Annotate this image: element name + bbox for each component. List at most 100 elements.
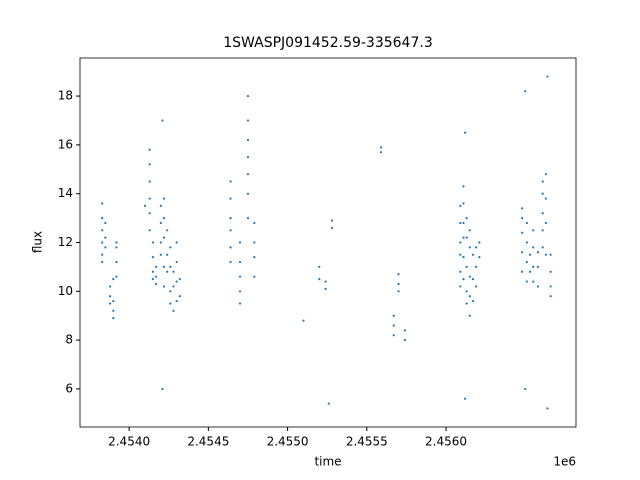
- data-point: [549, 253, 552, 256]
- data-point: [159, 253, 162, 256]
- data-point: [172, 285, 175, 288]
- data-point: [521, 216, 524, 220]
- y-tick-label: 18: [58, 89, 73, 103]
- data-point: [549, 270, 552, 273]
- y-tick-label: 16: [58, 137, 73, 151]
- x-tick-label: 2.4560: [425, 435, 467, 449]
- data-point: [459, 270, 462, 273]
- data-point: [101, 229, 104, 232]
- data-point: [166, 270, 169, 273]
- data-point: [162, 236, 166, 239]
- data-point: [463, 131, 467, 134]
- data-point: [318, 278, 321, 281]
- data-point: [324, 280, 327, 283]
- data-point: [521, 251, 524, 254]
- data-point: [330, 226, 334, 229]
- data-point: [459, 204, 462, 207]
- data-point: [154, 275, 158, 278]
- data-point: [532, 280, 535, 283]
- data-point: [175, 280, 178, 283]
- data-point: [544, 173, 547, 176]
- data-point: [478, 256, 481, 259]
- data-point: [246, 216, 250, 220]
- data-point: [172, 270, 175, 273]
- data-point: [238, 275, 242, 278]
- data-point: [229, 260, 232, 264]
- data-point: [253, 221, 256, 225]
- data-point: [143, 204, 147, 207]
- data-point: [528, 270, 532, 273]
- y-axis-label: flux: [31, 231, 45, 253]
- data-point: [528, 253, 532, 256]
- data-point: [403, 329, 406, 332]
- data-point: [151, 241, 154, 244]
- data-point: [253, 256, 256, 259]
- data-point: [148, 180, 151, 183]
- data-point: [246, 94, 250, 98]
- data-point: [148, 163, 151, 166]
- data-point: [536, 251, 540, 254]
- data-point: [112, 309, 115, 312]
- data-point: [154, 282, 158, 286]
- data-point: [246, 138, 250, 142]
- data-point: [465, 236, 468, 239]
- data-point: [525, 280, 528, 283]
- data-point: [462, 202, 465, 205]
- data-point: [468, 246, 471, 249]
- data-point: [468, 314, 471, 317]
- data-point: [162, 197, 166, 200]
- data-point: [462, 278, 465, 281]
- data-point: [465, 265, 468, 269]
- data-point: [521, 231, 524, 234]
- data-point: [541, 180, 544, 183]
- data-point: [109, 302, 112, 305]
- data-point: [229, 216, 232, 220]
- data-point: [541, 192, 544, 195]
- data-point: [392, 314, 395, 317]
- data-point: [148, 229, 151, 232]
- data-point: [524, 90, 527, 93]
- data-point: [151, 270, 154, 273]
- y-tick-label: 6: [65, 381, 73, 395]
- data-point: [159, 221, 162, 225]
- data-point: [109, 295, 112, 298]
- data-point: [532, 246, 535, 249]
- data-point: [246, 155, 250, 159]
- plot-frame: [79, 57, 577, 428]
- data-point: [148, 148, 151, 151]
- data-point: [541, 246, 544, 249]
- data-point: [546, 75, 549, 78]
- data-point: [154, 265, 158, 269]
- data-point: [112, 299, 115, 303]
- data-point: [166, 229, 169, 232]
- y-tick-label: 8: [65, 333, 73, 347]
- data-point: [238, 302, 242, 305]
- x-axis-label: time: [314, 455, 341, 469]
- data-point: [549, 285, 552, 288]
- data-point: [465, 290, 468, 293]
- data-point: [475, 246, 478, 249]
- data-point: [112, 278, 115, 281]
- data-point: [175, 260, 178, 264]
- data-point: [178, 278, 181, 281]
- data-point: [544, 221, 547, 225]
- data-point: [229, 229, 232, 232]
- data-point: [541, 212, 544, 215]
- y-tick-label: 12: [58, 235, 73, 249]
- data-point: [544, 253, 547, 256]
- data-point: [459, 253, 462, 256]
- data-point: [238, 260, 242, 264]
- data-point: [462, 185, 465, 188]
- data-point: [109, 285, 112, 288]
- data-point: [104, 236, 107, 239]
- data-point: [468, 229, 471, 232]
- data-point: [536, 265, 540, 269]
- data-point: [115, 246, 118, 249]
- data-point: [462, 236, 465, 239]
- y-tick-label: 14: [58, 186, 73, 200]
- data-point: [101, 241, 104, 244]
- data-point: [104, 221, 107, 225]
- data-point: [175, 241, 178, 244]
- data-point: [379, 146, 383, 149]
